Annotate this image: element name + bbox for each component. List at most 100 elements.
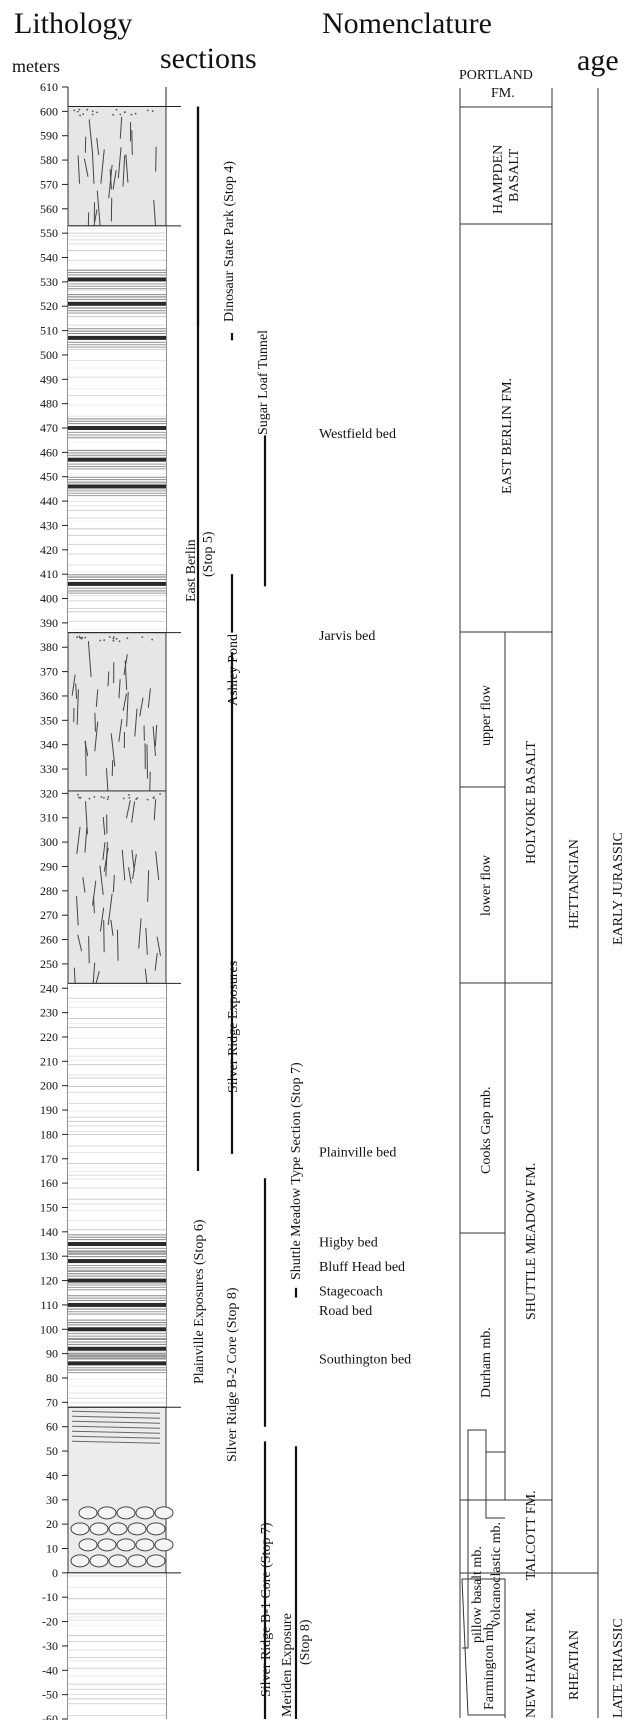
holyoke-label: HOLYOKE BASALT: [524, 741, 539, 864]
vesicle-dot: [91, 110, 94, 113]
pillow-shape: [97, 1506, 117, 1520]
vesicle-dot: [146, 109, 149, 112]
farmington-label: Farmington mb.: [482, 1620, 497, 1710]
joint-line: [117, 147, 122, 179]
vesicle-dot: [119, 113, 122, 116]
vesicle-dot: [136, 797, 139, 800]
joint-line: [146, 744, 149, 779]
joint-line: [110, 919, 114, 936]
axis-tick-label: 470: [40, 421, 58, 435]
joint-line: [88, 119, 94, 155]
volcaniclastic-line: [71, 1425, 161, 1429]
hampden-label-1: HAMPDEN: [491, 145, 506, 214]
axis-tick-label: 390: [40, 616, 58, 630]
joint-line: [138, 918, 142, 949]
vesicle-dot: [93, 795, 96, 798]
bed-label: Jarvis bed: [319, 629, 375, 644]
joint-line: [76, 826, 81, 854]
volcaniclastic-line: [71, 1430, 161, 1434]
vesicle-dot: [100, 796, 103, 798]
shuttle-meadow-label: SHUTTLE MEADOW FM.: [524, 1163, 539, 1320]
axis-tick-label: -20: [42, 1615, 58, 1629]
pillow-shape: [108, 1522, 128, 1536]
joint-line: [153, 199, 157, 229]
axis-tick-label: 120: [40, 1274, 58, 1288]
dark-shale-band: [68, 581, 166, 586]
vesicle-dot: [78, 796, 80, 799]
axis-tick-label: 60: [46, 1420, 58, 1434]
joint-line: [75, 683, 78, 699]
vesicle-dot: [112, 113, 114, 116]
joint-line: [112, 874, 115, 893]
vesicle-dot: [96, 111, 99, 114]
axis-tick-label: 10: [46, 1541, 58, 1555]
pillow-shape: [70, 1554, 90, 1568]
joint-line: [85, 740, 87, 776]
axis-tick-label: 70: [46, 1395, 58, 1409]
joint-line: [139, 697, 144, 717]
joint-line: [125, 154, 129, 183]
joint-line: [99, 865, 104, 895]
lithology-header: Lithology: [14, 7, 132, 40]
bed-label: Westfield bed: [319, 427, 396, 442]
joint-line: [156, 936, 162, 956]
pillow-shape: [78, 1538, 98, 1552]
volcaniclastic-line: [71, 1440, 161, 1444]
axis-tick-label: 530: [40, 275, 58, 289]
pillow-shape: [70, 1522, 90, 1536]
volcaniclastic-line: [71, 1415, 161, 1419]
joint-line: [127, 867, 132, 884]
joint-line: [82, 877, 86, 893]
axis-tick-label: 420: [40, 543, 58, 557]
pillow-shape: [135, 1506, 155, 1520]
vesicle-dot: [79, 114, 81, 117]
dark-shale-band: [68, 335, 166, 340]
shuttle-meadow-sediments: [68, 983, 166, 1408]
pillow-shape: [108, 1554, 128, 1568]
vesicle-dot: [84, 636, 87, 639]
joint-line: [109, 169, 112, 190]
pillow-shape: [127, 1554, 147, 1568]
axis-tick-label: 580: [40, 153, 58, 167]
joint-line: [122, 155, 126, 187]
joint-line: [107, 671, 110, 687]
shuttle-label: Shuttle Meadow Type Section (Stop 7): [289, 1062, 304, 1280]
axis-tick-label: 210: [40, 1054, 58, 1068]
joint-line: [147, 688, 151, 708]
joint-line: [112, 170, 117, 190]
joint-line: [77, 934, 83, 952]
volcaniclastic-line: [71, 1435, 161, 1439]
vesicle-dot: [112, 637, 115, 640]
cooks-gap-label: Cooks Gap mb.: [479, 1087, 494, 1175]
axis-tick-label: 320: [40, 786, 58, 800]
axis-tick-label: 300: [40, 835, 58, 849]
vesicle-dot: [103, 797, 105, 799]
bed-label: Plainville bed: [319, 1145, 396, 1160]
vesicle-dot: [107, 796, 110, 798]
dark-shale-band: [68, 1346, 166, 1351]
hettangian-label: HETTANGIAN: [567, 839, 582, 929]
joint-line: [94, 712, 96, 732]
axis-tick-label: 30: [46, 1493, 58, 1507]
vesicle-dot: [115, 108, 118, 111]
b2-label: Silver Ridge B-2 Core (Stop 8): [225, 1287, 240, 1462]
axis-tick-label: 20: [46, 1517, 58, 1531]
lower-flow-label: lower flow: [479, 854, 494, 916]
axis-tick-label: 290: [40, 859, 58, 873]
rheatian-label: RHEATIAN: [567, 1630, 582, 1700]
axis-tick-label: 490: [40, 372, 58, 386]
joint-line: [154, 952, 158, 971]
vesicle-dot: [128, 793, 130, 796]
axis-tick-label: 0: [52, 1566, 58, 1580]
axis-tick-label: 510: [40, 324, 58, 338]
axis-tick-label: 230: [40, 1006, 58, 1020]
axis-tick-label: 410: [40, 567, 58, 581]
eastberlin-fm-label: EAST BERLIN FM.: [500, 378, 515, 494]
joint-line: [110, 733, 116, 767]
axis-tick-label: 130: [40, 1249, 58, 1263]
vesicle-dot: [76, 636, 79, 639]
axis-tick-label: 200: [40, 1079, 58, 1093]
joint-line: [118, 679, 121, 699]
axis-tick-label: 180: [40, 1127, 58, 1141]
vesicle-dot: [151, 638, 154, 641]
